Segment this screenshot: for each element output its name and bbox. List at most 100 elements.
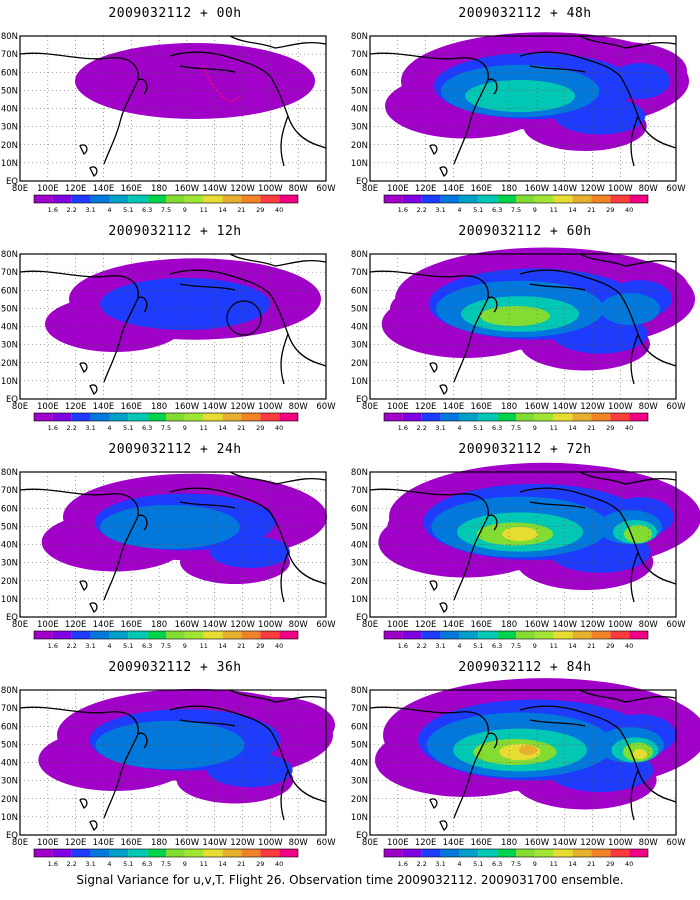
colorbar-label: 14 [218,206,226,214]
lon-tick-label: 100E [387,838,409,848]
colorbar-swatch [279,849,298,857]
coastline [89,602,98,613]
lon-tick-label: 140E [93,838,115,848]
colorbar-swatch [384,849,403,857]
lat-tick-label: 80N [1,686,18,696]
colorbar-swatch [128,631,148,639]
lon-tick-label: 100W [258,838,283,848]
lat-tick-label: 10N [351,595,368,605]
colorbar-label: 4 [457,642,461,650]
lon-tick-label: 120E [65,838,87,848]
lat-tick-label: 50N [351,86,368,96]
colorbar-swatch [128,849,148,857]
colorbar-swatch [260,631,280,639]
colorbar-label: 4 [457,424,461,432]
coastline [519,705,677,803]
colorbar-label: 3.1 [435,424,445,432]
lon-tick-label: 120E [65,184,87,194]
coastline [79,580,88,591]
lon-tick-label: 160W [525,184,550,194]
colorbar-label: 1.6 [398,206,408,214]
lon-tick-label: 160W [525,838,550,848]
colorbar-label: 14 [218,424,226,432]
colorbar-swatch [572,195,592,203]
colorbar-swatch [629,631,648,639]
coastline [439,820,448,831]
map-panel: 2009032112 + 84h 80N 70N 60N 50N 40N 30N 20N 10N… [350,654,700,872]
colorbar-label: 21 [237,642,245,650]
colorbar-swatch [497,849,516,857]
lat-tick-label: 60N [351,504,368,514]
colorbar-label: 6.3 [492,860,502,868]
colorbar-label: 21 [587,860,595,868]
map-panel: 2009032112 + 00h 80N 70N 60N 50N 40N 30N 20N 10N… [0,0,350,218]
lon-tick-label: 100W [258,620,283,630]
colorbar-swatch [421,413,441,421]
coastline [630,551,639,603]
lon-tick-label: 120W [580,620,605,630]
lat-tick-label: 80N [351,250,368,260]
map-frame [19,689,327,836]
coastline [229,35,327,49]
colorbar: 1.6 2.2 3.1 4 5.1 6.3 7.5 9 11 14 21 29 40 [33,848,299,868]
lat-tick-label: 30N [1,341,18,351]
lon-tick-label: 160E [470,838,492,848]
coastline [169,51,327,149]
colorbar-label: 6.3 [142,206,152,214]
lon-tick-label: 60W [316,838,336,848]
coastline [529,501,586,509]
coastline [369,488,498,601]
lon-tick-label: 180 [151,402,167,412]
colorbar-swatch [109,631,129,639]
colorbar-label: 9 [183,860,187,868]
variance-contour [465,80,575,112]
coastline [79,144,88,155]
lon-tick-label: 160W [175,402,200,412]
colorbar-label: 40 [275,642,283,650]
lat-tick-label: 30N [351,123,368,133]
variance-contour [95,720,245,770]
coastline [630,769,639,821]
colorbar-label: 7.5 [161,424,171,432]
lon-tick-label: 160E [120,620,142,630]
lat-tick-label: 50N [1,522,18,532]
coastline [369,52,498,165]
lat-tick-label: EQ [6,177,18,187]
lon-tick-label: 60W [316,402,336,412]
colorbar-swatch [222,195,242,203]
colorbar-swatch [497,195,516,203]
colorbar-label: 9 [183,424,187,432]
colorbar-swatch [184,849,204,857]
colorbar-label: 3.1 [435,860,445,868]
lat-tick-label: 40N [351,323,368,333]
colorbar-label: 6.3 [142,860,152,868]
colorbar-swatch [279,195,298,203]
colorbar-swatch [534,849,554,857]
panel-title: 2009032112 + 36h [108,660,242,675]
colorbar-swatch [147,195,166,203]
colorbar-label: 6.3 [492,424,502,432]
lat-tick-label: 20N [351,359,368,369]
lat-tick-label: 80N [351,468,368,478]
colorbar-label: 11 [550,642,558,650]
colorbar-swatch [591,413,611,421]
coastline [429,362,438,373]
colorbar-swatch [591,631,611,639]
lat-tick-label: 10N [351,159,368,169]
colorbar-swatch [497,413,516,421]
colorbar-label: 9 [533,860,537,868]
colorbar-swatch [222,631,242,639]
lon-tick-label: 180 [151,838,167,848]
lon-tick-label: 120W [230,402,255,412]
coastline [579,471,677,485]
coastline [429,798,438,809]
colorbar-label: 29 [606,206,614,214]
map-frame [369,35,677,182]
lon-tick-label: 60W [666,402,686,412]
lon-tick-label: 100E [37,838,59,848]
lat-tick-label: 80N [351,32,368,42]
lat-tick-label: 70N [1,704,18,714]
colorbar-swatch [459,413,479,421]
colorbar-swatch [184,631,204,639]
colorbar-label: 4 [107,642,111,650]
